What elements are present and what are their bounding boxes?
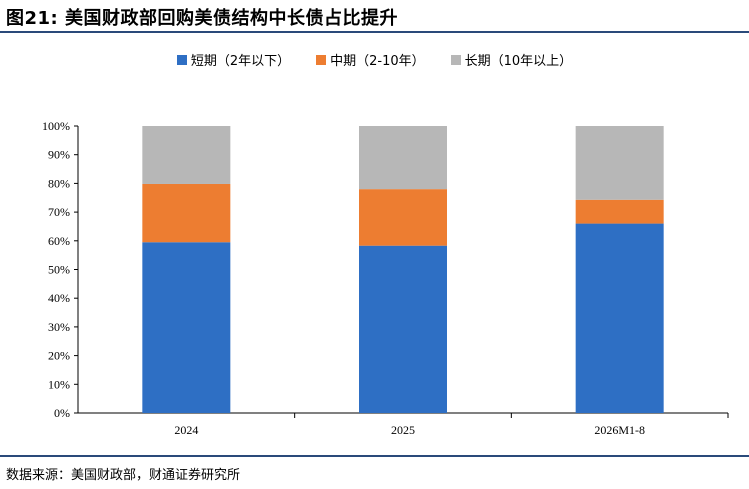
- legend-item-long: 长期（10年以上）: [450, 50, 573, 69]
- legend-label-long: 长期（10年以上）: [464, 54, 573, 69]
- x-tick-label: 2025: [391, 423, 415, 437]
- legend-label-short: 短期（2年以下）: [190, 54, 291, 69]
- bar-short-1: [359, 245, 447, 413]
- title-divider: [0, 31, 749, 33]
- y-tick-label: 0%: [54, 406, 70, 420]
- legend-swatch-long: [450, 54, 461, 65]
- bar-mid-2: [575, 199, 664, 224]
- bar-long-0: [142, 126, 231, 184]
- y-tick-label: 90%: [48, 148, 70, 162]
- bar-short-2: [575, 223, 664, 413]
- legend-swatch-short: [176, 54, 187, 65]
- stacked-bar-chart: 0% 10% 20% 30% 40% 50% 60% 70% 80% 90% 100% 2024 202…: [42, 119, 729, 437]
- y-tick-label: 60%: [48, 234, 70, 248]
- legend-item-short: 短期（2年以下）: [176, 50, 291, 69]
- bar-short-0: [142, 242, 231, 413]
- x-tick-label: 2024: [174, 423, 198, 437]
- legend-label-mid: 中期（2-10年）: [330, 54, 425, 69]
- y-tick-label: 10%: [48, 377, 70, 391]
- chart-legend: 短期（2年以下） 中期（2-10年） 长期（10年以上）: [0, 50, 749, 69]
- x-tick-label: 2026M1-8: [594, 423, 645, 437]
- chart-title: 图21: 美国财政部回购美债结构中长债占比提升: [6, 8, 399, 29]
- y-tick-label: 100%: [42, 119, 70, 133]
- y-tick-label: 20%: [48, 349, 70, 363]
- y-tick-label: 50%: [48, 263, 70, 277]
- legend-swatch-mid: [316, 54, 327, 65]
- y-tick-label: 30%: [48, 320, 70, 334]
- bar-mid-1: [359, 189, 447, 246]
- data-source: 数据来源：美国财政部，财通证券研究所: [6, 468, 241, 483]
- y-tick-label: 80%: [48, 176, 70, 190]
- bar-long-1: [359, 126, 447, 190]
- y-tick-label: 70%: [48, 205, 70, 219]
- y-tick-label: 40%: [48, 291, 70, 305]
- bar-long-2: [575, 126, 664, 200]
- bar-mid-0: [142, 183, 231, 243]
- legend-item-mid: 中期（2-10年）: [316, 50, 425, 69]
- footer-divider: [0, 455, 749, 457]
